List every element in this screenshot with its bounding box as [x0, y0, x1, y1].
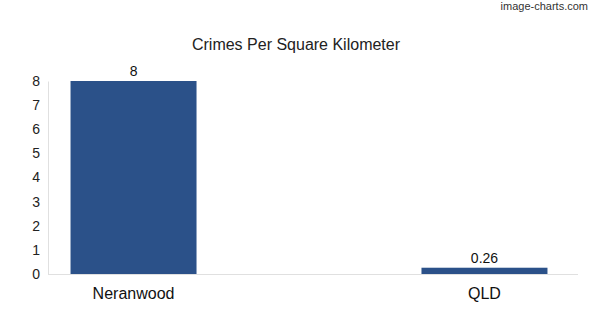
y-tick-label: 0	[32, 266, 40, 282]
y-axis-line	[48, 82, 49, 275]
y-axis: 0 1 2 3 4 5 6 7 8	[32, 73, 48, 282]
bar	[71, 81, 197, 274]
title: Crimes Per Square Kilometer	[192, 36, 401, 53]
y-tick-label: 6	[32, 121, 40, 137]
bar	[421, 268, 547, 274]
y-tick: 3	[32, 194, 48, 210]
x-tick-label: QLD	[468, 285, 501, 302]
y-tick: 7	[32, 97, 48, 113]
y-tick: 0	[32, 266, 48, 282]
y-tick-label: 2	[32, 218, 40, 234]
annotation: image-charts.com	[501, 0, 588, 12]
x-axis: Neranwood QLD	[48, 274, 578, 302]
y-tick: 6	[32, 121, 48, 137]
y-tick-label: 8	[32, 73, 40, 89]
y-tick-label: 3	[32, 194, 40, 210]
y-tick: 2	[32, 218, 48, 234]
bars	[71, 81, 548, 274]
chart: image-charts.com Crimes Per Square Kilome…	[0, 0, 592, 333]
y-tick: 4	[32, 169, 48, 185]
y-tick-label: 5	[32, 145, 40, 161]
x-tick: Neranwood	[93, 274, 175, 302]
y-tick-label: 7	[32, 97, 40, 113]
x-axis-line	[48, 274, 578, 275]
data-label: 8	[130, 63, 138, 79]
y-tick-label: 1	[32, 242, 40, 258]
y-tick-label: 4	[32, 169, 40, 185]
y-tick: 5	[32, 145, 48, 161]
y-tick: 1	[32, 242, 48, 258]
data-labels: 80.26	[130, 63, 499, 266]
x-tick-label: Neranwood	[93, 285, 175, 302]
x-tick: QLD	[468, 274, 501, 302]
y-tick: 8	[32, 73, 48, 89]
data-label: 0.26	[471, 250, 498, 266]
